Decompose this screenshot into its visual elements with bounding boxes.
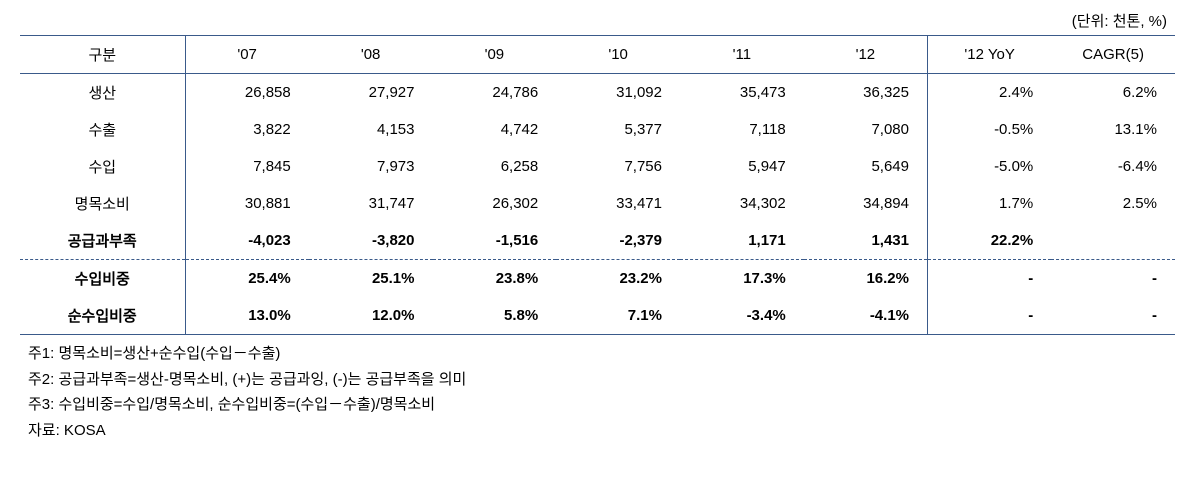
cell-y07: 30,881 [185, 185, 309, 222]
cell-cat: 수입비중 [20, 260, 185, 298]
cell-y08: 12.0% [309, 297, 433, 335]
note-2: 주2: 공급과부족=생산-명목소비, (+)는 공급과잉, (-)는 공급부족을… [28, 367, 1175, 393]
header-y11: '11 [680, 36, 804, 74]
cell-y09: 23.8% [433, 260, 557, 298]
cell-cagr [1051, 222, 1175, 260]
cell-cat: 공급과부족 [20, 222, 185, 260]
cell-y08: 31,747 [309, 185, 433, 222]
cell-cagr: 13.1% [1051, 111, 1175, 148]
cell-yoy: 1.7% [928, 185, 1052, 222]
cell-y07: 7,845 [185, 148, 309, 185]
cell-cat: 수출 [20, 111, 185, 148]
cell-y09: 24,786 [433, 74, 557, 112]
data-table: 구분 '07 '08 '09 '10 '11 '12 '12 YoY CAGR(… [20, 35, 1175, 335]
cell-y10: 7,756 [556, 148, 680, 185]
cell-y10: 31,092 [556, 74, 680, 112]
cell-y11: -3.4% [680, 297, 804, 335]
cell-y10: 7.1% [556, 297, 680, 335]
cell-cat: 명목소비 [20, 185, 185, 222]
unit-label: (단위: 천톤, %) [20, 10, 1175, 31]
table-row: 명목소비30,88131,74726,30233,47134,30234,894… [20, 185, 1175, 222]
header-yoy: '12 YoY [928, 36, 1052, 74]
cell-y11: 5,947 [680, 148, 804, 185]
table-row: 생산26,85827,92724,78631,09235,47336,3252.… [20, 74, 1175, 112]
header-y10: '10 [556, 36, 680, 74]
header-cagr: CAGR(5) [1051, 36, 1175, 74]
cell-y11: 7,118 [680, 111, 804, 148]
cell-y09: 6,258 [433, 148, 557, 185]
cell-y10: 5,377 [556, 111, 680, 148]
cell-y12: -4.1% [804, 297, 928, 335]
table-body: 생산26,85827,92724,78631,09235,47336,3252.… [20, 74, 1175, 335]
cell-y08: 27,927 [309, 74, 433, 112]
header-y12: '12 [804, 36, 928, 74]
cell-y09: 5.8% [433, 297, 557, 335]
footnotes: 주1: 명목소비=생산+순수입(수입－수출) 주2: 공급과부족=생산-명목소비… [20, 341, 1175, 443]
cell-y08: 4,153 [309, 111, 433, 148]
cell-y08: 25.1% [309, 260, 433, 298]
cell-y10: -2,379 [556, 222, 680, 260]
table-row: 수입비중25.4%25.1%23.8%23.2%17.3%16.2%-- [20, 260, 1175, 298]
cell-y10: 23.2% [556, 260, 680, 298]
cell-y10: 33,471 [556, 185, 680, 222]
header-y07: '07 [185, 36, 309, 74]
cell-y09: 4,742 [433, 111, 557, 148]
cell-y07: 26,858 [185, 74, 309, 112]
cell-y12: 5,649 [804, 148, 928, 185]
cell-y11: 1,171 [680, 222, 804, 260]
cell-y12: 34,894 [804, 185, 928, 222]
cell-yoy: -5.0% [928, 148, 1052, 185]
cell-y08: -3,820 [309, 222, 433, 260]
cell-cagr: - [1051, 297, 1175, 335]
header-category: 구분 [20, 36, 185, 74]
cell-y12: 16.2% [804, 260, 928, 298]
cell-cagr: - [1051, 260, 1175, 298]
cell-yoy: 22.2% [928, 222, 1052, 260]
cell-yoy: 2.4% [928, 74, 1052, 112]
cell-cagr: 2.5% [1051, 185, 1175, 222]
cell-y11: 35,473 [680, 74, 804, 112]
header-row: 구분 '07 '08 '09 '10 '11 '12 '12 YoY CAGR(… [20, 36, 1175, 74]
cell-cat: 순수입비중 [20, 297, 185, 335]
cell-yoy: - [928, 297, 1052, 335]
table-row: 공급과부족-4,023-3,820-1,516-2,3791,1711,4312… [20, 222, 1175, 260]
cell-yoy: -0.5% [928, 111, 1052, 148]
cell-cagr: 6.2% [1051, 74, 1175, 112]
cell-y07: -4,023 [185, 222, 309, 260]
cell-y08: 7,973 [309, 148, 433, 185]
cell-cat: 생산 [20, 74, 185, 112]
cell-cat: 수입 [20, 148, 185, 185]
cell-y12: 7,080 [804, 111, 928, 148]
cell-y09: 26,302 [433, 185, 557, 222]
table-row: 순수입비중13.0%12.0%5.8%7.1%-3.4%-4.1%-- [20, 297, 1175, 335]
note-source: 자료: KOSA [28, 418, 1175, 444]
cell-y12: 1,431 [804, 222, 928, 260]
cell-y12: 36,325 [804, 74, 928, 112]
cell-y09: -1,516 [433, 222, 557, 260]
cell-y07: 25.4% [185, 260, 309, 298]
cell-y07: 3,822 [185, 111, 309, 148]
note-1: 주1: 명목소비=생산+순수입(수입－수출) [28, 341, 1175, 367]
cell-y07: 13.0% [185, 297, 309, 335]
cell-y11: 17.3% [680, 260, 804, 298]
header-y09: '09 [433, 36, 557, 74]
cell-y11: 34,302 [680, 185, 804, 222]
table-row: 수출3,8224,1534,7425,3777,1187,080-0.5%13.… [20, 111, 1175, 148]
table-row: 수입7,8457,9736,2587,7565,9475,649-5.0%-6.… [20, 148, 1175, 185]
header-y08: '08 [309, 36, 433, 74]
cell-yoy: - [928, 260, 1052, 298]
note-3: 주3: 수입비중=수입/명목소비, 순수입비중=(수입－수출)/명목소비 [28, 392, 1175, 418]
cell-cagr: -6.4% [1051, 148, 1175, 185]
